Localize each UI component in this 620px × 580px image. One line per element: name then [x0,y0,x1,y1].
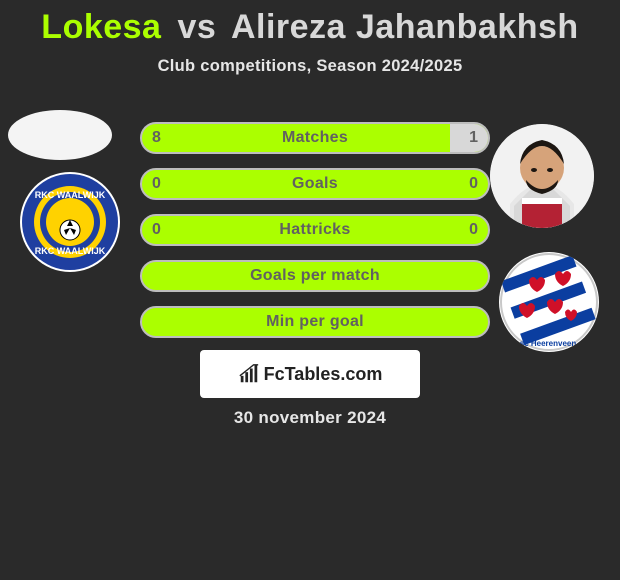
stat-bars: 8 Matches 1 0 Goals 0 0 Hattricks 0 Goal… [140,122,490,352]
stat-label: Min per goal [142,308,488,336]
stat-right-value: 0 [469,170,478,198]
subtitle: Club competitions, Season 2024/2025 [0,57,620,76]
stat-bar-goals: 0 Goals 0 [140,168,490,200]
stat-bar-hattricks: 0 Hattricks 0 [140,214,490,246]
bar-chart-icon [238,363,260,385]
stat-right-value: 1 [469,124,478,152]
stat-right-value: 0 [469,216,478,244]
stat-label: Goals per match [142,262,488,290]
stat-bar-min-per-goal: Min per goal [140,306,490,338]
svg-text:RKC WAALWIJK: RKC WAALWIJK [35,190,106,200]
player1-name: Lokesa [41,8,161,46]
stat-label: Hattricks [142,216,488,244]
comparison-title: Lokesa vs Alireza Jahanbakhsh [0,0,620,47]
player1-avatar [8,110,112,160]
stat-bar-goals-per-match: Goals per match [140,260,490,292]
stat-bar-matches: 8 Matches 1 [140,122,490,154]
stat-label: Matches [142,124,488,152]
snapshot-date: 30 november 2024 [0,408,620,428]
branding-text: FcTables.com [264,364,383,385]
player1-club-crest: RKC WAALWIJK RKC WAALWIJK [20,172,120,272]
vs-text: vs [177,8,216,46]
player2-club-crest: sc Heerenveen [499,252,599,352]
svg-text:RKC WAALWIJK: RKC WAALWIJK [35,246,106,256]
branding-box: FcTables.com [200,350,420,398]
player2-name: Alireza Jahanbakhsh [231,8,579,46]
svg-text:sc Heerenveen: sc Heerenveen [520,339,577,348]
player2-avatar [490,124,594,228]
stat-label: Goals [142,170,488,198]
